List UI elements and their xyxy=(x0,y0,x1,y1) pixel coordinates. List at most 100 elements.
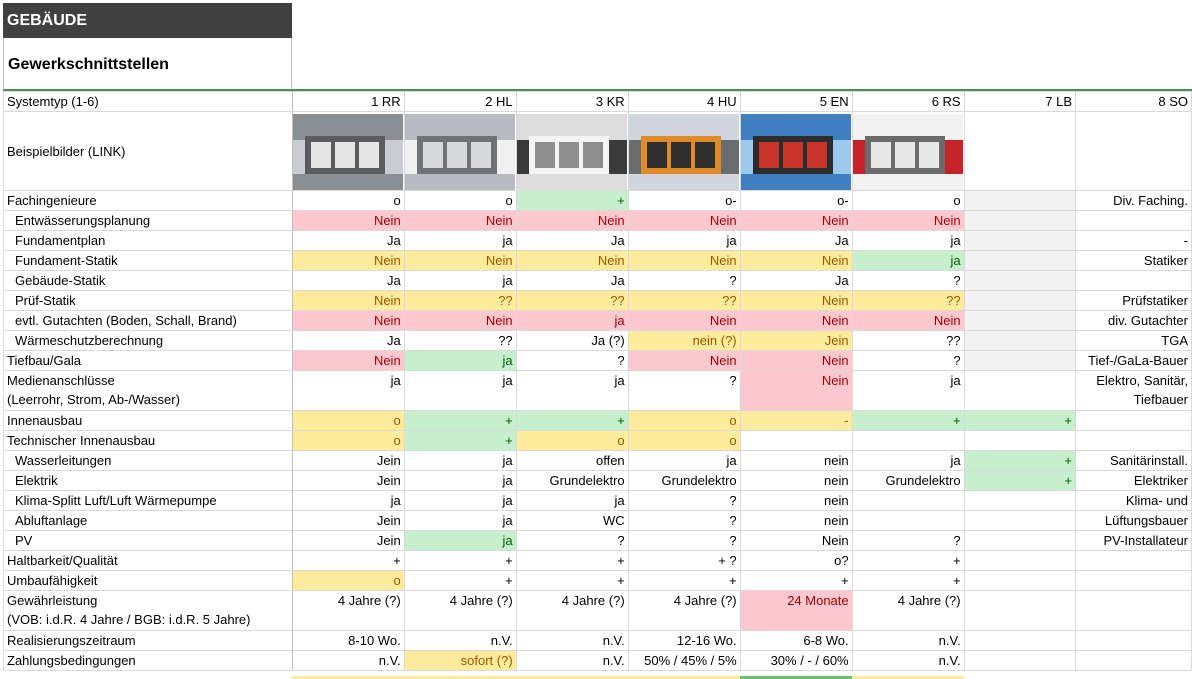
data-cell[interactable]: 4 Jahre (?) xyxy=(515,590,629,631)
data-cell[interactable]: n.V. xyxy=(515,650,629,671)
data-cell[interactable]: ja xyxy=(515,370,629,411)
data-cell[interactable]: TGA xyxy=(1075,330,1192,351)
data-cell[interactable]: Ja xyxy=(515,270,629,291)
data-cell[interactable]: Div. Faching. xyxy=(1075,190,1192,211)
data-cell[interactable]: ?? xyxy=(403,330,517,351)
row-label[interactable]: Systemtyp (1-6) xyxy=(3,91,293,112)
data-cell[interactable]: ja xyxy=(627,450,741,471)
data-cell[interactable]: Nein xyxy=(403,210,517,231)
data-cell[interactable]: Nein xyxy=(403,250,517,271)
data-cell[interactable] xyxy=(963,570,1077,591)
data-cell[interactable]: + xyxy=(403,410,517,431)
data-cell[interactable]: + xyxy=(851,550,965,571)
data-cell[interactable]: ja xyxy=(403,270,517,291)
data-cell[interactable]: Jein xyxy=(291,470,405,491)
data-cell[interactable]: Nein xyxy=(627,210,741,231)
data-cell[interactable] xyxy=(963,650,1077,671)
column-header[interactable]: 8 SO xyxy=(1075,91,1192,112)
data-cell[interactable] xyxy=(1075,570,1192,591)
data-cell[interactable] xyxy=(963,230,1077,251)
row-label[interactable]: Elektrik xyxy=(3,470,293,491)
data-cell[interactable]: ?? xyxy=(627,290,741,311)
data-cell[interactable]: ja xyxy=(851,370,965,411)
data-cell[interactable]: + xyxy=(627,570,741,591)
data-cell[interactable]: + xyxy=(851,570,965,591)
data-cell[interactable]: ja xyxy=(851,450,965,471)
data-cell[interactable]: 4 Jahre (?) xyxy=(627,590,741,631)
data-cell[interactable]: ja xyxy=(403,450,517,471)
data-cell[interactable]: ? xyxy=(627,490,741,511)
image-cell[interactable] xyxy=(403,111,517,191)
row-label[interactable]: Haltbarkeit/Qualität xyxy=(3,550,293,571)
data-cell[interactable]: + ? xyxy=(627,550,741,571)
data-cell[interactable]: PV-Installateur xyxy=(1075,530,1192,551)
data-cell[interactable]: nein xyxy=(739,490,853,511)
data-cell[interactable]: o? xyxy=(739,550,853,571)
data-cell[interactable]: sofort (?) xyxy=(403,650,517,671)
row-label[interactable]: Zahlungsbedingungen xyxy=(3,650,293,671)
column-header[interactable]: 1 RR xyxy=(291,91,405,112)
row-label[interactable]: Wärmeschutzberechnung xyxy=(3,330,293,351)
data-cell[interactable]: Tief-/GaLa-Bauer xyxy=(1075,350,1192,371)
data-cell[interactable]: ? xyxy=(851,270,965,291)
data-cell[interactable]: Ja xyxy=(291,230,405,251)
example-photo[interactable] xyxy=(741,113,852,190)
data-cell[interactable]: n.V. xyxy=(851,650,965,671)
data-cell[interactable]: ja xyxy=(403,370,517,411)
data-cell[interactable]: ja xyxy=(515,490,629,511)
row-label[interactable]: Technischer Innenausbau xyxy=(3,430,293,451)
data-cell[interactable]: o- xyxy=(627,190,741,211)
data-cell[interactable]: nein xyxy=(739,470,853,491)
data-cell[interactable]: ja xyxy=(851,230,965,251)
data-cell[interactable]: Nein xyxy=(403,310,517,331)
data-cell[interactable]: + xyxy=(403,550,517,571)
data-cell[interactable] xyxy=(963,270,1077,291)
data-cell[interactable]: nein xyxy=(739,450,853,471)
data-cell[interactable]: ?? xyxy=(851,330,965,351)
data-cell[interactable]: Nein xyxy=(851,210,965,231)
data-cell[interactable] xyxy=(1075,630,1192,651)
data-cell[interactable]: offen xyxy=(515,450,629,471)
data-cell[interactable] xyxy=(1075,430,1192,451)
data-cell[interactable]: Ja xyxy=(291,330,405,351)
data-cell[interactable]: ? xyxy=(627,510,741,531)
data-cell[interactable]: Grundelektro xyxy=(515,470,629,491)
data-cell[interactable]: Nein xyxy=(515,250,629,271)
data-cell[interactable]: Nein xyxy=(291,310,405,331)
data-cell[interactable]: o xyxy=(291,410,405,431)
data-cell[interactable]: 6-8 Wo. xyxy=(739,630,853,651)
row-label[interactable]: Gebäude-Statik xyxy=(3,270,293,291)
row-label[interactable]: PV xyxy=(3,530,293,551)
data-cell[interactable]: Sanitärinstall. xyxy=(1075,450,1192,471)
data-cell[interactable]: ? xyxy=(627,530,741,551)
column-header[interactable]: 6 RS xyxy=(851,91,965,112)
data-cell[interactable]: Nein xyxy=(739,290,853,311)
data-cell[interactable] xyxy=(1075,650,1192,671)
data-cell[interactable]: WC xyxy=(515,510,629,531)
data-cell[interactable] xyxy=(963,430,1077,451)
data-cell[interactable]: + xyxy=(851,410,965,431)
row-label[interactable]: Gewährleistung (VOB: i.d.R. 4 Jahre / BGB… xyxy=(3,590,293,631)
data-cell[interactable] xyxy=(963,350,1077,371)
data-cell[interactable] xyxy=(963,490,1077,511)
data-cell[interactable] xyxy=(1075,210,1192,231)
row-label[interactable]: Fundament-Statik xyxy=(3,250,293,271)
example-photo[interactable] xyxy=(293,113,404,190)
data-cell[interactable]: Nein xyxy=(739,310,853,331)
example-photo[interactable] xyxy=(517,113,628,190)
data-cell[interactable]: o- xyxy=(739,190,853,211)
data-cell[interactable]: nein (?) xyxy=(627,330,741,351)
data-cell[interactable] xyxy=(851,430,965,451)
data-cell[interactable]: Nein xyxy=(291,350,405,371)
row-label[interactable]: Medienanschlüsse (Leerrohr, Strom, Ab-/Wa… xyxy=(3,370,293,411)
data-cell[interactable]: + xyxy=(963,410,1077,431)
data-cell[interactable]: Ja xyxy=(739,230,853,251)
data-cell[interactable]: Nein xyxy=(627,310,741,331)
data-cell[interactable]: Statiker xyxy=(1075,250,1192,271)
data-cell[interactable]: o xyxy=(515,430,629,451)
data-cell[interactable]: ja xyxy=(403,490,517,511)
data-cell[interactable]: Nein xyxy=(739,210,853,231)
data-cell[interactable]: ja xyxy=(403,470,517,491)
data-cell[interactable]: Jein xyxy=(291,530,405,551)
data-cell[interactable] xyxy=(1075,410,1192,431)
